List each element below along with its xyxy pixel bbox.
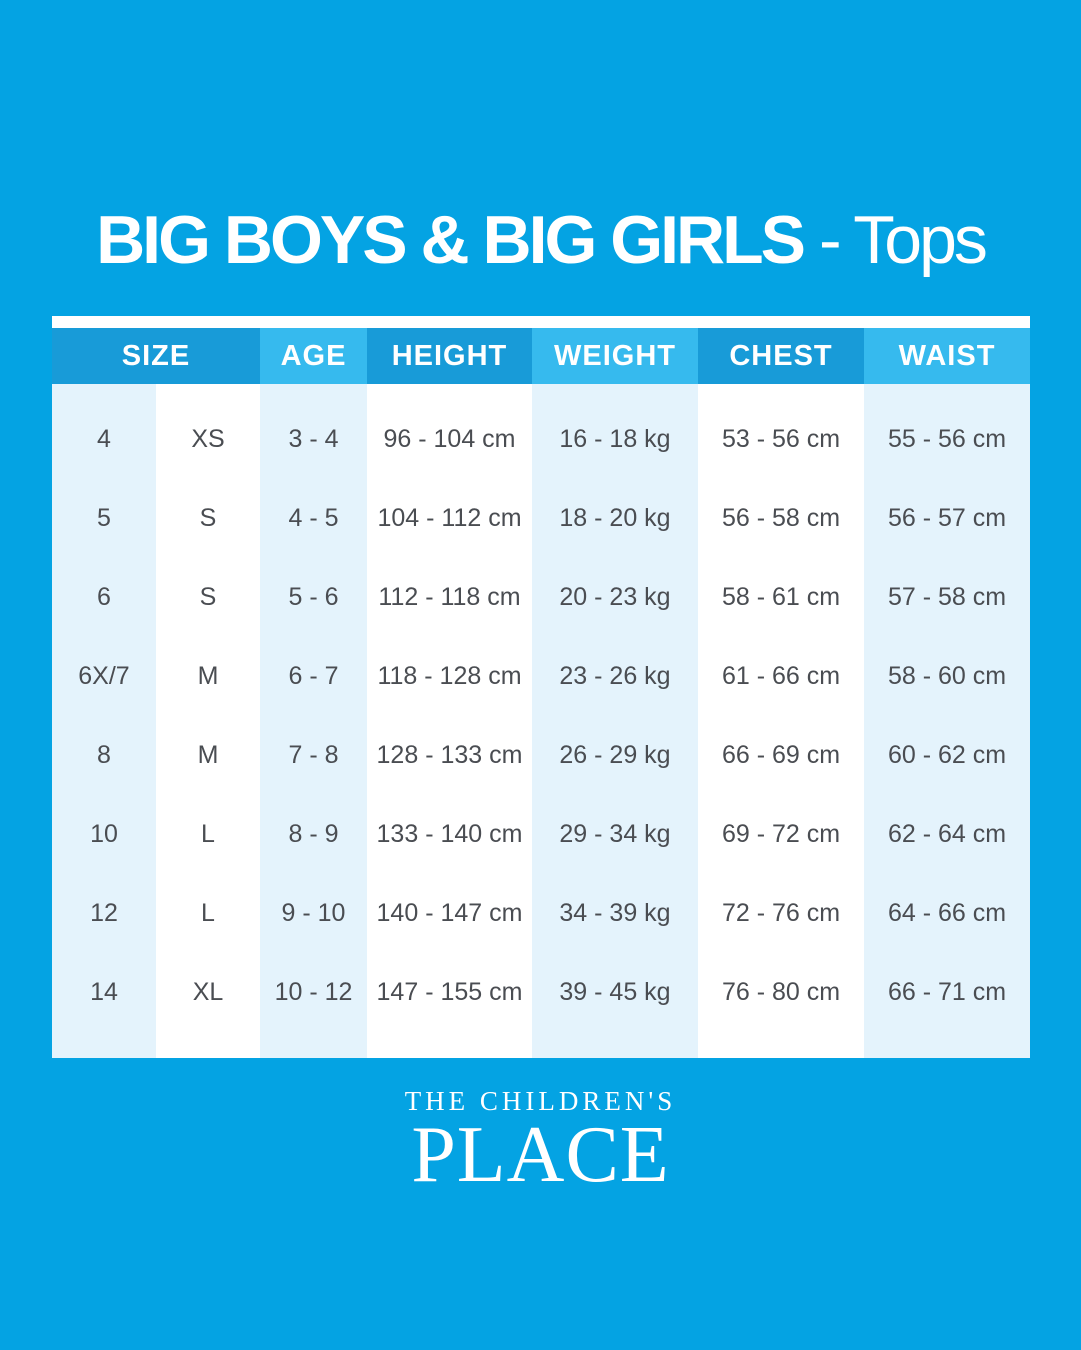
cell-chest: 56 - 58 cm <box>721 504 841 532</box>
cell-chest: 58 - 61 cm <box>721 583 841 611</box>
cell-waist: 57 - 58 cm <box>887 583 1007 611</box>
cell-height: 96 - 104 cm <box>383 425 516 453</box>
cell-size-letter: M <box>197 741 219 769</box>
table-top-strip <box>52 316 1030 328</box>
cell-size-letter: S <box>199 504 217 532</box>
cell-size-num: 5 <box>97 504 111 532</box>
cell-height: 104 - 112 cm <box>377 504 522 532</box>
cell-height: 118 - 128 cm <box>377 662 522 690</box>
cell-weight: 34 - 39 kg <box>559 899 671 927</box>
cell-age: 8 - 9 <box>288 820 339 848</box>
cell-size-num: 8 <box>97 741 111 769</box>
cell-age: 6 - 7 <box>288 662 339 690</box>
column-chest: 53 - 56 cm 56 - 58 cm 58 - 61 cm 61 - 66 cm… <box>698 384 864 1058</box>
cell-height: 128 - 133 cm <box>376 741 523 769</box>
table-header: SIZE AGE HEIGHT WEIGHT CHEST WAIST <box>52 328 1030 384</box>
cell-waist: 55 - 56 cm <box>887 425 1007 453</box>
logo-top-text: THE CHILDREN'S <box>404 1086 677 1116</box>
cell-height: 140 - 147 cm <box>376 899 523 927</box>
cell-size-letter: L <box>201 899 215 927</box>
cell-chest: 61 - 66 cm <box>721 662 841 690</box>
column-size-letter: XS S S M M L L XL <box>156 384 260 1058</box>
cell-size-letter: S <box>199 583 217 611</box>
cell-size-num: 10 <box>90 820 118 848</box>
cell-size-letter: XL <box>192 978 224 1006</box>
cell-size-num: 14 <box>90 978 118 1006</box>
column-weight: 16 - 18 kg 18 - 20 kg 20 - 23 kg 23 - 26 kg… <box>532 384 698 1058</box>
cell-size-num: 4 <box>97 425 111 453</box>
title-main: BIG BOYS & BIG GIRLS <box>96 202 806 278</box>
cell-weight: 18 - 20 kg <box>559 504 671 532</box>
column-age: 3 - 4 4 - 5 5 - 6 6 - 7 7 - 8 8 - 9 9 - 10 10 -… <box>260 384 367 1058</box>
cell-size-num: 6 <box>97 583 111 611</box>
column-waist: 55 - 56 cm 56 - 57 cm 57 - 58 cm 58 - 60 cm… <box>864 384 1030 1058</box>
cell-chest: 72 - 76 cm <box>721 899 841 927</box>
title-sub: - Tops <box>818 202 988 278</box>
header-age: AGE <box>260 328 367 384</box>
logo-bottom-text: PLACE <box>411 1111 670 1199</box>
cell-size-letter: XS <box>191 425 225 453</box>
header-chest: CHEST <box>698 328 864 384</box>
cell-age: 4 - 5 <box>288 504 339 532</box>
cell-waist: 60 - 62 cm <box>887 741 1007 769</box>
cell-waist: 62 - 64 cm <box>887 820 1007 848</box>
brand-logo: THE CHILDREN'S PLACE <box>0 1086 1081 1199</box>
cell-waist: 58 - 60 cm <box>887 662 1007 690</box>
cell-size-letter: M <box>197 662 219 690</box>
cell-age: 3 - 4 <box>288 425 339 453</box>
column-height: 96 - 104 cm 104 - 112 cm 112 - 118 cm 118 -… <box>367 384 532 1058</box>
cell-weight: 23 - 26 kg <box>559 662 671 690</box>
header-size: SIZE <box>52 328 260 384</box>
header-waist: WAIST <box>864 328 1030 384</box>
cell-chest: 66 - 69 cm <box>721 741 841 769</box>
cell-waist: 56 - 57 cm <box>887 504 1007 532</box>
cell-weight: 26 - 29 kg <box>559 741 671 769</box>
size-chart-table: SIZE AGE HEIGHT WEIGHT CHEST WAIST 4 5 6 6X… <box>52 316 1030 1058</box>
cell-weight: 29 - 34 kg <box>559 820 671 848</box>
cell-weight: 20 - 23 kg <box>559 583 671 611</box>
cell-size-num: 6X/7 <box>78 662 130 690</box>
header-weight: WEIGHT <box>532 328 698 384</box>
cell-age: 7 - 8 <box>288 741 339 769</box>
cell-age: 10 - 12 <box>274 978 353 1006</box>
column-size-num: 4 5 6 6X/7 8 10 12 14 <box>52 384 156 1058</box>
cell-chest: 76 - 80 cm <box>721 978 841 1006</box>
cell-waist: 66 - 71 cm <box>887 978 1007 1006</box>
cell-height: 112 - 118 cm <box>378 583 521 611</box>
header-height: HEIGHT <box>367 328 532 384</box>
cell-age: 5 - 6 <box>288 583 339 611</box>
cell-size-letter: L <box>201 820 215 848</box>
cell-weight: 39 - 45 kg <box>559 978 671 1006</box>
page-title: BIG BOYS & BIG GIRLS - Tops <box>0 195 1081 285</box>
cell-age: 9 - 10 <box>281 899 346 927</box>
table-body: 4 5 6 6X/7 8 10 12 14 XS S S M M L L XL 3 - 4 4 - 5 5 - 6 6… <box>52 384 1030 1058</box>
cell-chest: 69 - 72 cm <box>721 820 841 848</box>
cell-chest: 53 - 56 cm <box>721 425 841 453</box>
cell-height: 133 - 140 cm <box>376 820 523 848</box>
cell-waist: 64 - 66 cm <box>887 899 1007 927</box>
cell-weight: 16 - 18 kg <box>559 425 671 453</box>
cell-size-num: 12 <box>90 899 118 927</box>
cell-height: 147 - 155 cm <box>376 978 523 1006</box>
